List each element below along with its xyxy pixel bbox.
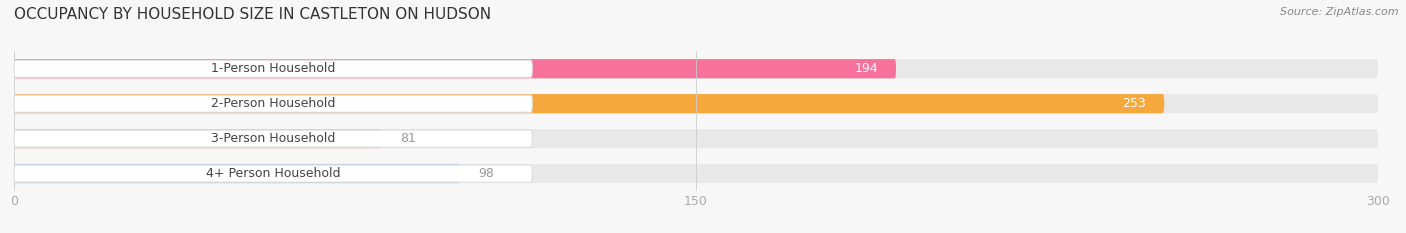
Text: 253: 253 [1122, 97, 1146, 110]
Text: 194: 194 [855, 62, 877, 75]
Text: Source: ZipAtlas.com: Source: ZipAtlas.com [1281, 7, 1399, 17]
FancyBboxPatch shape [14, 60, 533, 77]
FancyBboxPatch shape [14, 94, 1378, 113]
Text: 81: 81 [401, 132, 416, 145]
FancyBboxPatch shape [14, 165, 533, 182]
FancyBboxPatch shape [14, 164, 460, 183]
Text: 3-Person Household: 3-Person Household [211, 132, 336, 145]
Text: OCCUPANCY BY HOUSEHOLD SIZE IN CASTLETON ON HUDSON: OCCUPANCY BY HOUSEHOLD SIZE IN CASTLETON… [14, 7, 491, 22]
FancyBboxPatch shape [14, 59, 896, 78]
FancyBboxPatch shape [14, 164, 1378, 183]
FancyBboxPatch shape [14, 130, 533, 147]
Text: 4+ Person Household: 4+ Person Household [205, 167, 340, 180]
FancyBboxPatch shape [14, 95, 533, 112]
FancyBboxPatch shape [14, 94, 1164, 113]
Text: 2-Person Household: 2-Person Household [211, 97, 336, 110]
Text: 1-Person Household: 1-Person Household [211, 62, 336, 75]
FancyBboxPatch shape [14, 129, 382, 148]
FancyBboxPatch shape [14, 129, 1378, 148]
FancyBboxPatch shape [14, 59, 1378, 78]
Text: 98: 98 [478, 167, 494, 180]
